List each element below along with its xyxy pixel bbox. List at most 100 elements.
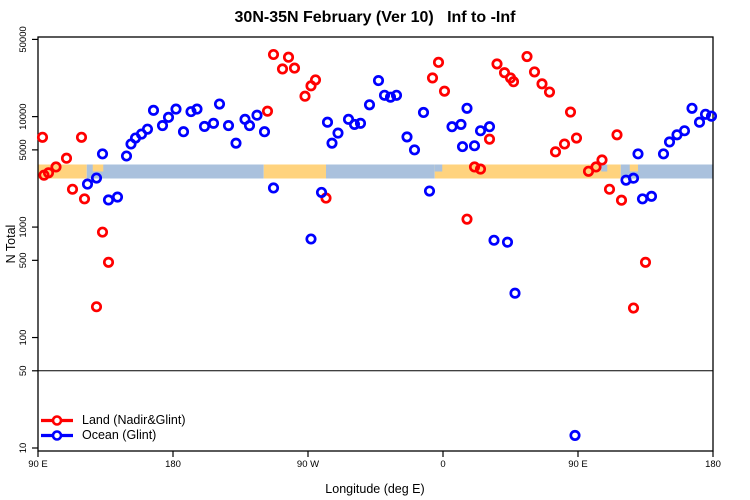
- y-tick-label: 10: [18, 443, 29, 454]
- data-point-ocean: [417, 106, 430, 119]
- data-point-ocean: [378, 89, 391, 101]
- data-point-ocean: [156, 120, 169, 132]
- data-point-land: [491, 58, 503, 70]
- y-axis-title: N Total: [4, 224, 18, 264]
- data-point-land: [66, 183, 79, 195]
- x-tick-label: 180: [705, 459, 721, 470]
- legend-symbol-ocean-icon: [41, 430, 73, 441]
- x-tick-label: 180: [165, 459, 181, 470]
- data-point-ocean: [120, 150, 133, 162]
- data-point-land: [261, 105, 274, 117]
- map-band-island: [92, 164, 104, 172]
- legend-item-ocean: Ocean (Glint): [40, 428, 186, 443]
- data-point-ocean: [645, 190, 658, 202]
- data-point-land: [596, 154, 608, 166]
- data-point-land: [639, 256, 652, 268]
- x-tick-label: 0: [440, 459, 445, 470]
- y-tick-label: 50000: [18, 26, 29, 52]
- data-point-land: [438, 85, 451, 97]
- x-tick-label: 90 W: [297, 459, 319, 470]
- data-point-ocean: [509, 287, 521, 299]
- data-point-ocean: [170, 103, 182, 115]
- data-point-land: [611, 129, 623, 141]
- data-point-ocean: [678, 125, 691, 137]
- map-band-segment-ocean: [620, 164, 713, 179]
- data-point-land: [38, 169, 50, 181]
- map-band-inlet: [601, 164, 608, 172]
- data-point-ocean: [230, 137, 242, 149]
- legend: Land (Nadir&Glint) Ocean (Glint): [40, 413, 186, 443]
- data-point-ocean: [305, 233, 317, 245]
- data-point-ocean: [191, 103, 203, 115]
- y-tick-label: 100: [18, 330, 29, 346]
- data-point-ocean: [483, 121, 496, 133]
- data-point-land: [468, 161, 481, 173]
- data-point-land: [299, 90, 311, 102]
- map-band-segment-land: [263, 164, 326, 179]
- data-point-ocean: [222, 120, 235, 132]
- data-point-ocean: [162, 111, 175, 123]
- data-point-ocean: [636, 193, 649, 205]
- legend-label-land: Land (Nadir&Glint): [82, 413, 186, 427]
- data-point-land: [590, 161, 602, 173]
- data-point-ocean: [372, 75, 385, 87]
- data-point-ocean: [363, 99, 376, 111]
- data-point-ocean: [141, 123, 154, 135]
- legend-label-ocean: Ocean (Glint): [82, 428, 157, 442]
- y-tick-label: 5000: [18, 139, 29, 160]
- x-tick-label: 90 E: [28, 459, 48, 470]
- data-point-land: [603, 183, 616, 195]
- legend-item-land: Land (Nadir&Glint): [40, 413, 186, 428]
- data-point-land: [461, 213, 473, 225]
- data-point-land: [102, 256, 115, 268]
- data-point-ocean: [243, 120, 256, 132]
- data-point-ocean: [90, 172, 103, 184]
- data-point-ocean: [456, 141, 469, 153]
- y-tick-label: 1000: [18, 217, 29, 238]
- data-point-land: [60, 152, 73, 164]
- data-point-land: [96, 226, 109, 238]
- data-point-ocean: [488, 234, 500, 246]
- map-band-inlet: [434, 164, 443, 172]
- data-point-ocean: [401, 131, 413, 143]
- data-point-land: [627, 302, 640, 314]
- data-point-ocean: [213, 98, 226, 110]
- data-point-land: [521, 50, 533, 63]
- data-point-ocean: [501, 236, 514, 248]
- plot-frame: [37, 36, 714, 452]
- data-point-land: [426, 72, 439, 84]
- data-point-ocean: [627, 172, 640, 184]
- data-point-ocean: [315, 186, 328, 198]
- data-point-land: [78, 193, 91, 205]
- map-band-segment-ocean: [86, 164, 264, 179]
- data-point-ocean: [663, 136, 676, 148]
- data-point-ocean: [354, 117, 367, 129]
- data-point-ocean: [102, 194, 115, 206]
- data-point-ocean: [348, 118, 361, 130]
- data-point-land: [474, 163, 487, 175]
- data-point-land: [288, 62, 301, 74]
- legend-symbol-land-icon: [41, 415, 73, 426]
- data-point-land: [267, 48, 280, 61]
- data-point-ocean: [408, 144, 421, 156]
- map-band-island: [629, 164, 638, 172]
- x-tick-label: 90 E: [568, 459, 588, 470]
- data-point-ocean: [321, 116, 334, 128]
- data-point-ocean: [455, 118, 467, 130]
- data-point-ocean: [332, 127, 344, 139]
- map-band-segment-land: [434, 164, 621, 179]
- data-point-ocean: [693, 116, 706, 128]
- data-point-ocean: [96, 148, 109, 160]
- data-point-land: [570, 132, 583, 144]
- data-point-land: [36, 131, 49, 143]
- data-point-land: [432, 56, 445, 68]
- data-point-ocean: [251, 109, 263, 121]
- data-point-land: [483, 133, 496, 145]
- data-point-land: [498, 67, 511, 79]
- data-point-ocean: [423, 185, 436, 197]
- y-tick-label: 50: [18, 366, 29, 377]
- data-point-ocean: [207, 117, 220, 129]
- data-point-ocean: [705, 110, 718, 122]
- data-point-ocean: [390, 89, 403, 101]
